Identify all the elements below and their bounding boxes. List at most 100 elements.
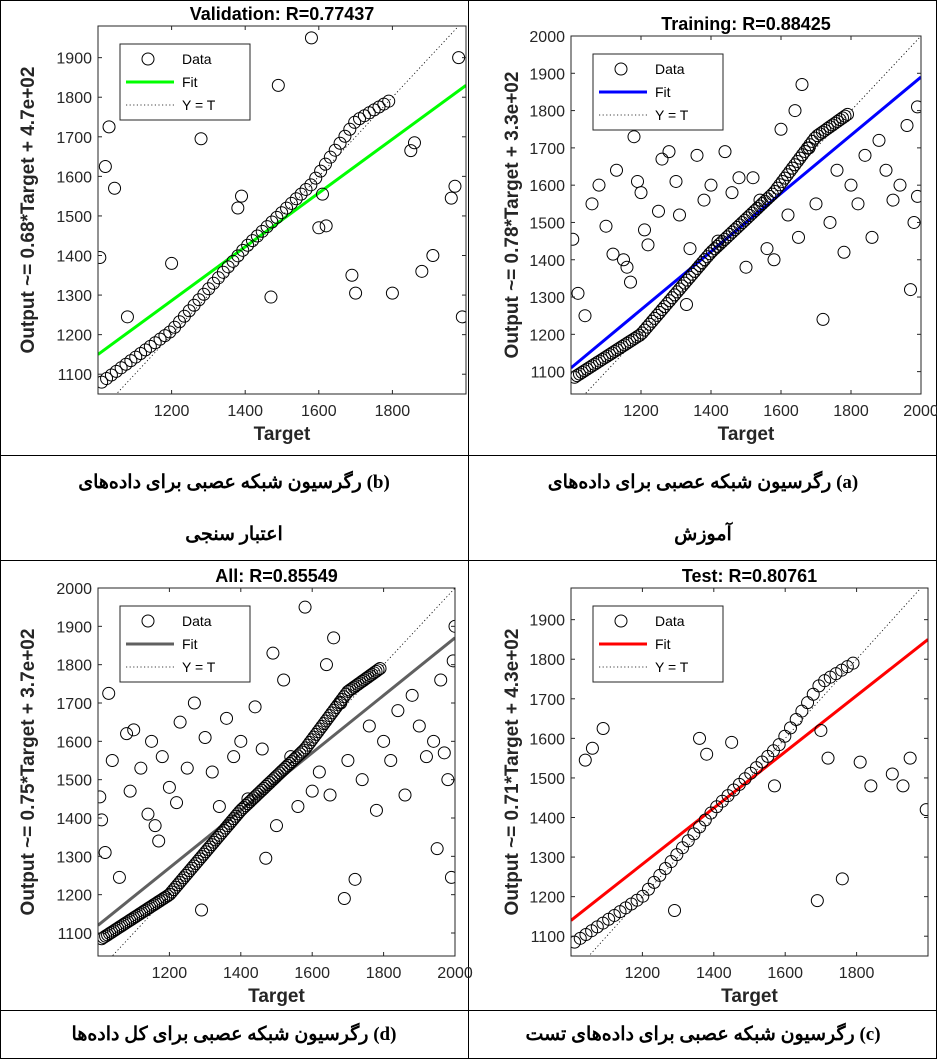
data-point (753, 193, 767, 207)
y-tick-label: 1200 (529, 890, 565, 907)
data-point (844, 178, 858, 192)
y-tick-label: 1800 (529, 652, 565, 669)
data-point (349, 286, 363, 300)
data-point (652, 204, 665, 218)
data-point (275, 206, 289, 220)
data-point (345, 268, 359, 282)
data-point (112, 870, 126, 884)
data-point (444, 191, 458, 205)
data-point (369, 664, 383, 678)
data-point (585, 741, 599, 755)
data-point (124, 354, 138, 368)
data-point (846, 656, 860, 670)
axes-frame (570, 587, 929, 957)
data-point (705, 244, 719, 258)
data-point (266, 646, 280, 660)
data-point (578, 309, 592, 323)
data-point (371, 663, 385, 677)
data-point (700, 747, 714, 761)
data-point (134, 761, 148, 775)
x-tick-label: 1800 (839, 965, 875, 982)
data-point (312, 765, 326, 779)
y-tick-label: 1900 (56, 619, 92, 636)
data-point (270, 210, 284, 224)
legend-y-equals-t: Y = T (182, 97, 216, 113)
data-point (404, 144, 418, 158)
data-point (271, 78, 285, 92)
data-point (328, 143, 342, 157)
data-point (620, 260, 634, 274)
data-point (194, 132, 208, 146)
data-point (610, 163, 623, 177)
data-point (788, 158, 802, 172)
data-point (98, 375, 109, 389)
data-point (592, 178, 606, 192)
data-point (427, 734, 441, 748)
caption-a-text: رگرسیون شبکه عصبی برای داده‌های (548, 470, 832, 493)
caption-a: (a) رگرسیون شبکه عصبی برای داده‌های آموز… (548, 470, 859, 545)
data-point (198, 731, 212, 744)
data-point (835, 872, 849, 886)
fit-line (571, 75, 921, 370)
y-tick-label: 1100 (58, 926, 93, 943)
data-point (227, 750, 241, 764)
y-tick-label: 1800 (56, 90, 92, 107)
data-point (114, 361, 128, 375)
chart-title: Training: R=0.88425 (661, 14, 831, 34)
data-point (412, 719, 426, 733)
legend-marker-icon (614, 62, 628, 76)
data-point (104, 368, 118, 382)
legend-y-equals-t: Y = T (655, 659, 689, 675)
legend-box (592, 53, 724, 131)
data-point (697, 193, 711, 207)
data-point (774, 122, 788, 136)
data-point (277, 673, 291, 687)
data-point (838, 109, 852, 123)
x-axis-label: Target (721, 986, 778, 1007)
data-point (673, 208, 686, 222)
data-point (710, 239, 724, 253)
legend: Data Fit Y = T (592, 605, 724, 683)
y-axis-label: Output ~= 0.75*Target + 3.7e+02 (18, 629, 39, 916)
data-point (760, 192, 774, 206)
plot-content (98, 26, 466, 394)
data-point (853, 755, 867, 769)
data-point (385, 286, 399, 300)
chart-validation: 1200 1400 1600 1800 1100 1200 1300 1400 1500 1600… (18, 4, 467, 445)
data-point (851, 197, 865, 211)
data-point (904, 283, 917, 297)
legend-fit: Fit (182, 636, 198, 652)
data-point (798, 144, 812, 158)
data-point (245, 234, 259, 248)
data-point (455, 310, 466, 324)
caption-c-line1: (c) رگرسیون شبکه عصبی برای داده‌های تست (525, 1022, 880, 1045)
data-point (585, 197, 599, 211)
x-tick-label: 1600 (294, 965, 330, 982)
y-tick-label: 1300 (56, 849, 92, 866)
x-tick-label: 1200 (152, 965, 188, 982)
data-point (259, 851, 273, 865)
data-point (763, 190, 777, 204)
legend-data: Data (655, 61, 685, 77)
caption-b-line1: (b) رگرسیون شبکه عصبی برای داده‌های (78, 470, 390, 493)
data-point (633, 328, 647, 342)
data-point (318, 157, 332, 171)
y-axis-label: Output ~= 0.78*Target + 3.3e+02 (502, 72, 523, 359)
data-point (138, 343, 152, 357)
legend-y-equals-t: Y = T (182, 659, 216, 675)
legend: Data Fit Y = T (592, 53, 724, 131)
data-point (255, 224, 269, 238)
data-point (627, 130, 641, 144)
y-tick-label: 1800 (56, 658, 92, 675)
x-axis-label: Target (718, 424, 775, 445)
data-point (187, 696, 201, 710)
data-point (773, 178, 787, 192)
data-point (348, 872, 362, 886)
data-point (362, 719, 376, 733)
data-point (775, 174, 789, 188)
y-tick-label: 1200 (56, 328, 92, 345)
data-point (407, 136, 421, 150)
data-point (669, 174, 683, 188)
y-tick-label: 1300 (529, 290, 565, 307)
data-point (770, 181, 784, 195)
